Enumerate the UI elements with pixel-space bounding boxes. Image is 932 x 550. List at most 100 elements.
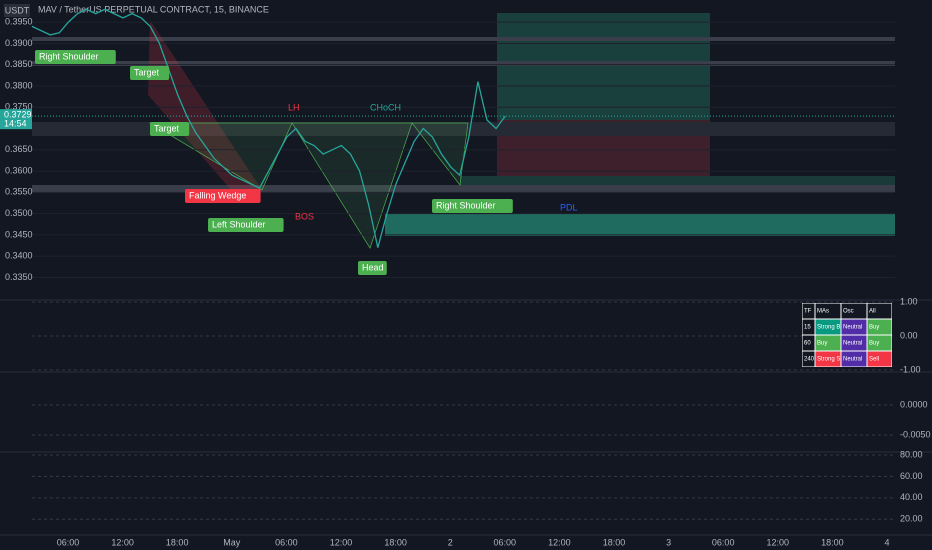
table-text: 240 [804, 357, 815, 363]
y-tick-label: 0.3350 [5, 272, 33, 282]
annotation: Head [362, 262, 384, 272]
table-cell [802, 351, 815, 367]
table-cell [841, 351, 867, 367]
x-tick-label: 12:00 [767, 537, 790, 547]
annotation: Right Shoulder [39, 51, 99, 61]
y-tick-label: 0.3500 [5, 208, 33, 218]
table-text: MAs [817, 309, 829, 315]
symbol-title: MAV / TetherUS PERPETUAL CONTRACT, 15, B… [38, 4, 269, 14]
annotation: Target [134, 67, 160, 77]
table-cell [867, 319, 892, 335]
annotation: PDL [560, 202, 578, 212]
table-cell [867, 351, 892, 367]
countdown: 14:54 [4, 119, 27, 129]
x-tick-label: 06:00 [712, 537, 735, 547]
x-tick-label: 18:00 [821, 537, 844, 547]
y-tick-label: 0.3550 [5, 187, 33, 197]
y-tick-label: 1.00 [900, 296, 918, 306]
y-tick-label: 0.3600 [5, 165, 33, 175]
annotation-box [150, 122, 190, 136]
table-cell [802, 319, 815, 335]
x-tick-label: 06:00 [494, 537, 517, 547]
annotation-box [185, 189, 261, 203]
table-text: Osc [843, 309, 854, 315]
x-tick-label: May [223, 537, 241, 547]
x-tick-label: 12:00 [330, 537, 353, 547]
table-text: 60 [804, 341, 811, 347]
band [32, 37, 895, 41]
table-text: Sell [869, 357, 879, 363]
table-text: 15 [804, 325, 811, 331]
table-text: Strong Sell [817, 357, 846, 363]
table-cell [802, 335, 815, 351]
price-tag-label: 0.3729 [4, 110, 32, 120]
x-tick-label: 18:00 [603, 537, 626, 547]
price-tag [0, 109, 32, 130]
y-tick-label: 60.00 [900, 471, 923, 481]
annotation: CHoCH [370, 102, 401, 112]
table-cell [815, 351, 841, 367]
x-tick-label: 4 [884, 537, 889, 547]
unit: USDT [5, 5, 30, 15]
y-tick-label: 0.3850 [5, 59, 33, 69]
x-tick-label: 18:00 [166, 537, 189, 547]
annotation-box [358, 261, 387, 275]
annotation-box [208, 218, 284, 232]
annotation: Left Shoulder [212, 219, 266, 229]
band [32, 122, 895, 136]
table-text: Neutral [843, 325, 862, 331]
x-tick-label: 12:00 [111, 537, 134, 547]
table-cell [841, 303, 867, 319]
table-cell [867, 303, 892, 319]
annotation: Falling Wedge [189, 190, 246, 200]
y-tick-label: 40.00 [900, 492, 923, 502]
unit-box [4, 4, 30, 17]
table-cell [815, 335, 841, 351]
pattern [148, 122, 469, 249]
annotation-box [35, 50, 116, 64]
y-tick-label: 0.3450 [5, 229, 33, 239]
y-tick-label: 0.3900 [5, 38, 33, 48]
y-tick-label: 0.00 [900, 330, 918, 340]
y-tick-label: 0.3800 [5, 80, 33, 90]
table-text: All [869, 309, 876, 315]
band [32, 61, 895, 66]
annotation: Right Shoulder [436, 200, 496, 210]
table-text: Buy [869, 341, 879, 347]
table-cell [841, 319, 867, 335]
y-tick-label: 0.3400 [5, 251, 33, 261]
table-cell [815, 319, 841, 335]
target-zone [497, 13, 710, 120]
x-tick-label: 18:00 [384, 537, 407, 547]
annotation-box [432, 199, 513, 213]
table-text: Buy [817, 341, 827, 347]
table-cell [867, 335, 892, 351]
y-tick-label: -0.0050 [900, 429, 931, 439]
x-tick-label: 12:00 [548, 537, 571, 547]
x-tick-label: 2 [448, 537, 453, 547]
y-tick-label: 0.0000 [900, 399, 928, 409]
table-text: Neutral [843, 357, 862, 363]
y-tick-label: 0.3750 [5, 102, 33, 112]
table-cell [802, 303, 815, 319]
table-text: TF [804, 309, 812, 315]
x-tick-label: 06:00 [57, 537, 80, 547]
y-tick-label: 80.00 [900, 449, 923, 459]
price-line [31, 8, 506, 248]
annotation: BOS [295, 211, 314, 221]
y-tick-label: 20.00 [900, 514, 923, 524]
table-text: Neutral [843, 341, 862, 347]
demand-zone [385, 214, 895, 236]
table-text: Strong Buy [817, 325, 847, 331]
y-tick-label: 0.3650 [5, 144, 33, 154]
y-tick-label: 0.3950 [5, 17, 33, 27]
table-cell [841, 335, 867, 351]
table-cell [815, 303, 841, 319]
x-tick-label: 06:00 [275, 537, 298, 547]
band [32, 185, 895, 193]
y-tick-label: -1.00 [900, 364, 921, 374]
annotation: Target [154, 123, 180, 133]
